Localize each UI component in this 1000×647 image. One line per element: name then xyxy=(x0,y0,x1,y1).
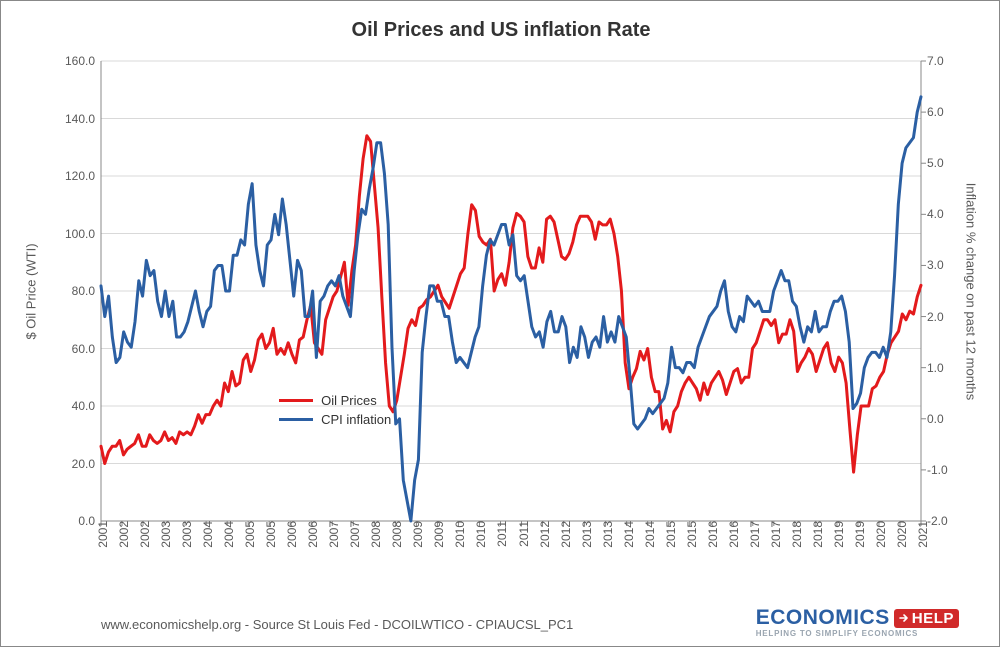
x-tick-label: 2015 xyxy=(660,521,678,548)
y-left-tick-label: 140.0 xyxy=(65,112,101,126)
legend-swatch xyxy=(279,418,313,421)
y-right-tick-label: 1.0 xyxy=(921,361,944,375)
x-tick-label: 2021 xyxy=(912,521,930,548)
y-right-tick-label: 5.0 xyxy=(921,156,944,170)
y-right-tick-label: 2.0 xyxy=(921,310,944,324)
legend-item: Oil Prices xyxy=(279,393,391,408)
plot-area: $ Oil Price (WTI) Inflation % change on … xyxy=(101,61,921,521)
x-tick-label: 2009 xyxy=(428,521,446,548)
x-tick-label: 2017 xyxy=(744,521,762,548)
x-tick-label: 2008 xyxy=(365,521,383,548)
x-tick-label: 2005 xyxy=(239,521,257,548)
y-axis-right-title: Inflation % change on past 12 months xyxy=(951,61,991,521)
x-tick-label: 2013 xyxy=(597,521,615,548)
x-tick-label: 2002 xyxy=(113,521,131,548)
x-tick-label: 2011 xyxy=(491,521,509,547)
x-tick-label: 2005 xyxy=(260,521,278,548)
y-right-tick-label: 7.0 xyxy=(921,54,944,68)
x-tick-label: 2019 xyxy=(828,521,846,548)
x-tick-label: 2018 xyxy=(786,521,804,548)
brand-name: ECONOMICS HELP xyxy=(756,606,959,630)
y-right-tick-label: 6.0 xyxy=(921,105,944,119)
x-tick-label: 2018 xyxy=(807,521,825,548)
y-axis-left-title: $ Oil Price (WTI) xyxy=(11,61,51,521)
x-tick-label: 2010 xyxy=(470,521,488,548)
y-left-tick-label: 120.0 xyxy=(65,169,101,183)
y-axis-left-title-text: $ Oil Price (WTI) xyxy=(24,243,39,339)
arrow-right-icon xyxy=(899,613,909,623)
y-axis-right-title-text: Inflation % change on past 12 months xyxy=(964,182,979,400)
x-tick-label: 2020 xyxy=(891,521,909,548)
x-tick-label: 2011 xyxy=(513,521,531,547)
y-right-tick-label: 4.0 xyxy=(921,207,944,221)
brand-help-badge: HELP xyxy=(894,609,959,628)
y-right-tick-label: 0.0 xyxy=(921,412,944,426)
y-left-tick-label: 40.0 xyxy=(72,399,101,413)
x-tick-label: 2012 xyxy=(555,521,573,548)
x-tick-label: 2004 xyxy=(218,521,236,548)
x-tick-label: 2009 xyxy=(407,521,425,548)
chart-title: Oil Prices and US inflation Rate xyxy=(1,19,1000,42)
x-tick-label: 2006 xyxy=(281,521,299,548)
y-left-tick-label: 20.0 xyxy=(72,457,101,471)
y-left-tick-label: 100.0 xyxy=(65,227,101,241)
x-tick-label: 2003 xyxy=(155,521,173,548)
chart-frame: Oil Prices and US inflation Rate $ Oil P… xyxy=(0,0,1000,647)
x-tick-label: 2008 xyxy=(386,521,404,548)
y-left-tick-label: 160.0 xyxy=(65,54,101,68)
x-tick-label: 2015 xyxy=(681,521,699,548)
plot-svg xyxy=(101,61,921,521)
brand-logo: ECONOMICS HELP HELPING TO SIMPLIFY ECONO… xyxy=(756,606,959,638)
footer-source-text: www.economicshelp.org - Source St Louis … xyxy=(101,617,573,632)
x-tick-label: 2013 xyxy=(576,521,594,548)
legend-swatch xyxy=(279,399,313,402)
x-tick-label: 2016 xyxy=(723,521,741,548)
x-tick-label: 2014 xyxy=(618,521,636,548)
x-tick-label: 2016 xyxy=(702,521,720,548)
x-tick-label: 2007 xyxy=(344,521,362,548)
y-left-tick-label: 80.0 xyxy=(72,284,101,298)
y-right-tick-label: -1.0 xyxy=(921,463,948,477)
legend-label: Oil Prices xyxy=(321,393,377,408)
x-tick-label: 2014 xyxy=(639,521,657,548)
y-left-tick-label: 60.0 xyxy=(72,342,101,356)
x-tick-label: 2010 xyxy=(449,521,467,548)
y-right-tick-label: 3.0 xyxy=(921,258,944,272)
x-tick-label: 2020 xyxy=(870,521,888,548)
brand-tagline: HELPING TO SIMPLIFY ECONOMICS xyxy=(756,629,959,638)
x-tick-label: 2001 xyxy=(92,521,110,548)
x-tick-label: 2007 xyxy=(323,521,341,548)
series-oil-prices xyxy=(101,136,921,472)
x-tick-label: 2006 xyxy=(302,521,320,548)
legend: Oil Prices CPI inflation xyxy=(269,383,401,437)
brand-name-part2: HELP xyxy=(912,610,954,627)
series-cpi-inflation xyxy=(101,97,921,521)
x-tick-label: 2019 xyxy=(849,521,867,548)
x-tick-label: 2012 xyxy=(534,521,552,548)
x-tick-label: 2017 xyxy=(765,521,783,548)
x-tick-label: 2003 xyxy=(176,521,194,548)
x-tick-label: 2004 xyxy=(197,521,215,548)
legend-label: CPI inflation xyxy=(321,412,391,427)
brand-name-part1: ECONOMICS xyxy=(756,606,890,630)
legend-item: CPI inflation xyxy=(279,412,391,427)
x-tick-label: 2002 xyxy=(134,521,152,548)
